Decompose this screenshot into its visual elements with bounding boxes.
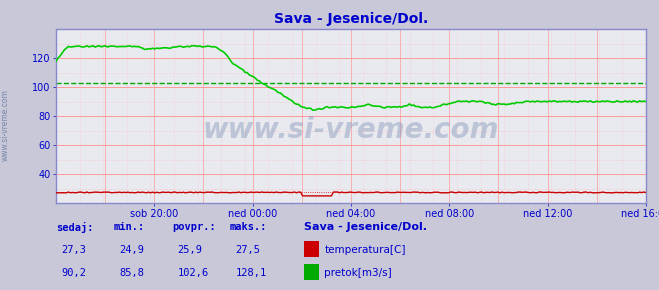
Text: maks.:: maks.: [230, 222, 268, 232]
Text: sedaj:: sedaj: [56, 222, 94, 233]
Text: 85,8: 85,8 [119, 268, 144, 278]
Text: 102,6: 102,6 [177, 268, 208, 278]
Text: pretok[m3/s]: pretok[m3/s] [324, 268, 392, 278]
Text: 90,2: 90,2 [61, 268, 86, 278]
Text: 25,9: 25,9 [177, 245, 202, 255]
Text: 24,9: 24,9 [119, 245, 144, 255]
Text: www.si-vreme.com: www.si-vreme.com [1, 89, 10, 161]
Text: www.si-vreme.com: www.si-vreme.com [203, 116, 499, 144]
Text: temperatura[C]: temperatura[C] [324, 245, 406, 255]
Text: povpr.:: povpr.: [172, 222, 215, 232]
Text: Sava - Jesenice/Dol.: Sava - Jesenice/Dol. [304, 222, 428, 232]
Title: Sava - Jesenice/Dol.: Sava - Jesenice/Dol. [273, 12, 428, 26]
Text: 128,1: 128,1 [235, 268, 266, 278]
Text: 27,3: 27,3 [61, 245, 86, 255]
Text: 27,5: 27,5 [235, 245, 260, 255]
Text: min.:: min.: [114, 222, 145, 232]
